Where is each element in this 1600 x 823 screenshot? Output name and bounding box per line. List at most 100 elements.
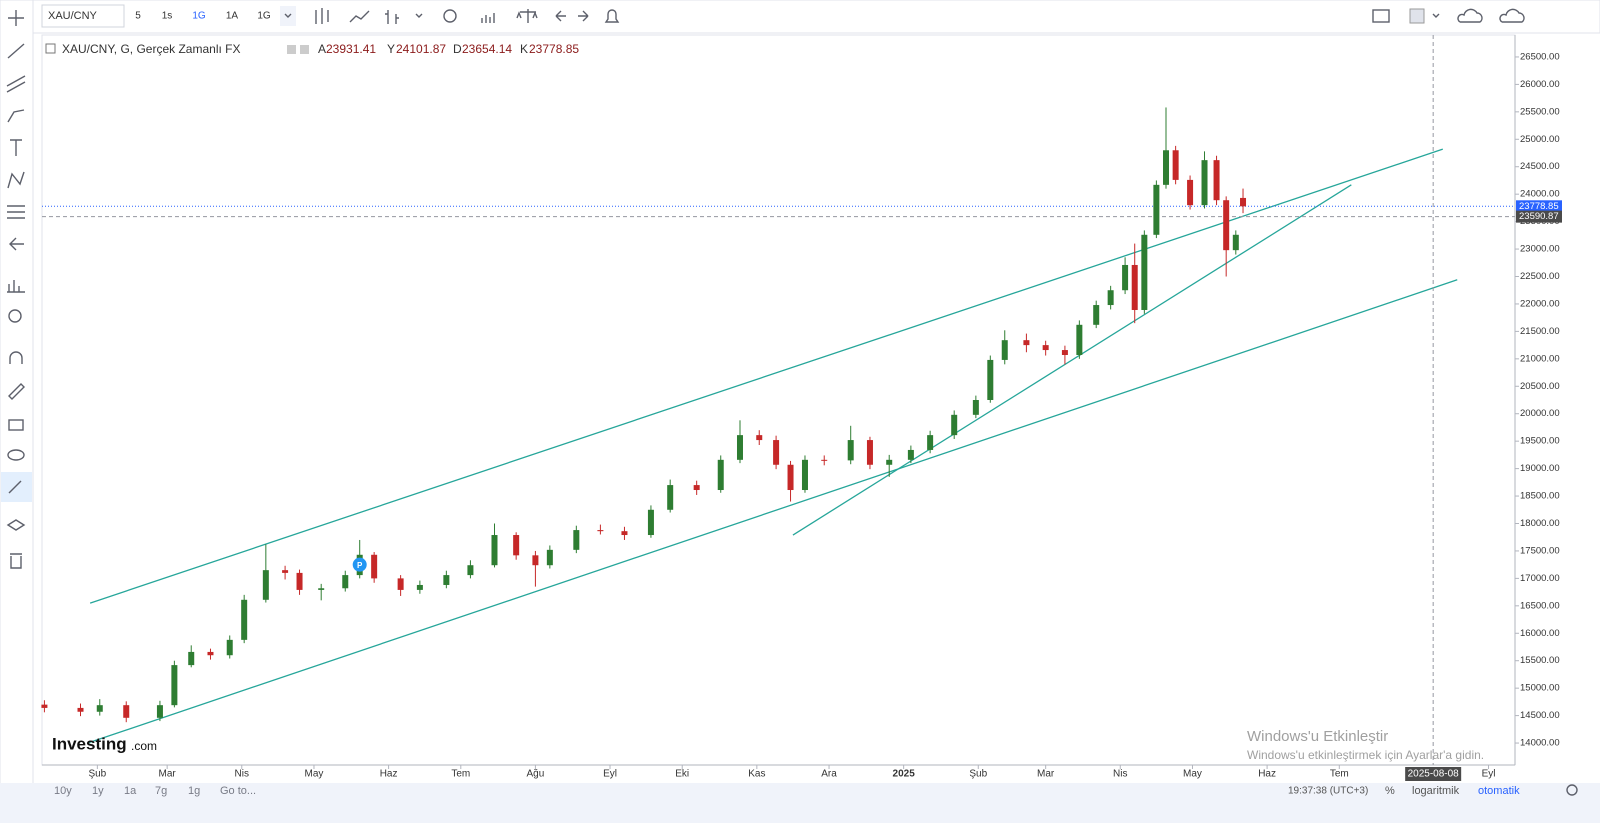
collapse-box[interactable] — [45, 43, 56, 54]
x-tick-label: Eki — [675, 769, 689, 780]
crosshair-price-box — [1516, 210, 1562, 223]
interval-button[interactable]: 1s — [162, 11, 173, 22]
channel-tool[interactable] — [6, 75, 26, 93]
interval-button[interactable]: 5 — [135, 11, 141, 22]
y-tick-label: 16000.00 — [1520, 628, 1560, 639]
candle-body — [188, 651, 195, 666]
alert-icon[interactable] — [604, 9, 620, 23]
candle-body — [647, 509, 654, 536]
measure-tool[interactable] — [7, 280, 25, 293]
log-toggle[interactable]: logaritmik — [1412, 785, 1460, 797]
candle-body — [597, 530, 604, 532]
trash-tool[interactable] — [10, 553, 22, 569]
percent-toggle[interactable]: % — [1385, 785, 1395, 797]
candle-body — [467, 565, 474, 576]
candle-body — [1076, 324, 1083, 355]
pitchfork-tool[interactable] — [7, 109, 25, 123]
interval-button[interactable]: 1A — [226, 11, 239, 22]
y-tick-label: 15500.00 — [1520, 655, 1560, 666]
y-tick-label: 14500.00 — [1520, 710, 1560, 721]
line-icon[interactable] — [349, 10, 370, 23]
cross-tool[interactable] — [8, 10, 24, 26]
top-toolbar — [0, 0, 1600, 34]
lock-draw-tool[interactable] — [8, 383, 25, 400]
toolbar-icons — [280, 6, 1525, 26]
left-tools — [1, 10, 32, 569]
candle-body — [96, 705, 103, 712]
range-button[interactable]: 10y — [54, 785, 72, 797]
bar-icon[interactable] — [385, 10, 399, 24]
last-price-label: 23778.85 — [1519, 201, 1559, 212]
candle-body — [1131, 264, 1138, 310]
ohlc-letter: K — [520, 42, 528, 56]
candle-body — [77, 707, 84, 712]
activation-title: Windows'u Etkinleştir — [1247, 728, 1388, 745]
x-tick-label: Tem — [1330, 769, 1349, 780]
candle-body — [1163, 150, 1170, 185]
x-tick-label: May — [305, 769, 324, 780]
symbol-box[interactable] — [41, 4, 125, 28]
range-button[interactable]: 1a — [124, 785, 137, 797]
y-tick-label: 23000.00 — [1520, 244, 1560, 255]
x-tick-label: Haz — [1258, 769, 1276, 780]
trend-line — [87, 279, 1458, 744]
y-tick-label: 19000.00 — [1520, 463, 1560, 474]
goto-button[interactable]: Go to... — [220, 785, 256, 797]
range-button[interactable]: 1g — [188, 785, 200, 797]
candle-body — [756, 435, 763, 441]
range-button[interactable]: 7g — [155, 785, 167, 797]
indicators-icon[interactable] — [481, 13, 495, 23]
eye-tool[interactable] — [7, 449, 25, 461]
interval-button[interactable]: 1G — [192, 11, 206, 22]
magnet-tool[interactable] — [9, 351, 23, 364]
candle-body — [693, 485, 700, 491]
layers-tool[interactable] — [6, 519, 26, 531]
crosshair-date-label: 2025-08-08 — [1408, 769, 1460, 780]
undo-icon[interactable] — [555, 10, 566, 22]
brand-suffix: .com — [131, 739, 157, 753]
candle-body — [886, 459, 893, 465]
text-tool[interactable] — [10, 139, 22, 156]
pattern-tool[interactable] — [7, 171, 25, 189]
candle-body — [736, 435, 743, 460]
zoom-tool[interactable] — [8, 309, 22, 323]
settings-icon[interactable] — [443, 9, 457, 23]
camera-icon[interactable] — [1372, 9, 1390, 23]
candle-body — [821, 459, 828, 461]
candle-body — [972, 400, 979, 415]
link-tool[interactable] — [8, 480, 22, 494]
y-tick-label: 16500.00 — [1520, 600, 1560, 611]
redo-icon[interactable] — [578, 10, 589, 22]
candle-body — [296, 572, 303, 590]
back-tool[interactable] — [9, 237, 24, 251]
interval-button[interactable]: 1G — [257, 11, 271, 22]
candle-body — [371, 554, 378, 579]
layout-icon[interactable] — [1409, 8, 1425, 24]
legend-icon[interactable] — [287, 45, 296, 54]
dropdown[interactable] — [280, 6, 296, 26]
candle-body — [667, 485, 674, 510]
legend-icon[interactable] — [300, 45, 309, 54]
x-tick-label: Ağu — [527, 769, 545, 780]
bottom-bar — [0, 783, 1600, 823]
candle-body — [342, 575, 349, 589]
plot-area — [41, 34, 1516, 766]
cloud-download-icon[interactable] — [1457, 8, 1483, 23]
settings-button[interactable] — [1566, 784, 1578, 796]
fib-tool[interactable] — [7, 205, 25, 219]
candle-body — [987, 359, 994, 400]
y-tick-label: 17000.00 — [1520, 573, 1560, 584]
lock-tool[interactable] — [8, 419, 24, 431]
ohlc-letter: D — [453, 42, 462, 56]
candle-body — [1201, 160, 1208, 206]
x-tick-label: 2025 — [893, 769, 916, 780]
compare-icon[interactable] — [516, 9, 538, 23]
cloud-upload-icon[interactable] — [1499, 8, 1525, 23]
candle-icon[interactable] — [315, 8, 329, 24]
range-button[interactable]: 1y — [92, 785, 104, 797]
auto-toggle[interactable]: otomatik — [1478, 785, 1520, 797]
line-tool[interactable] — [7, 43, 25, 59]
y-tick-label: 22500.00 — [1520, 271, 1560, 282]
candle-body — [532, 555, 539, 566]
